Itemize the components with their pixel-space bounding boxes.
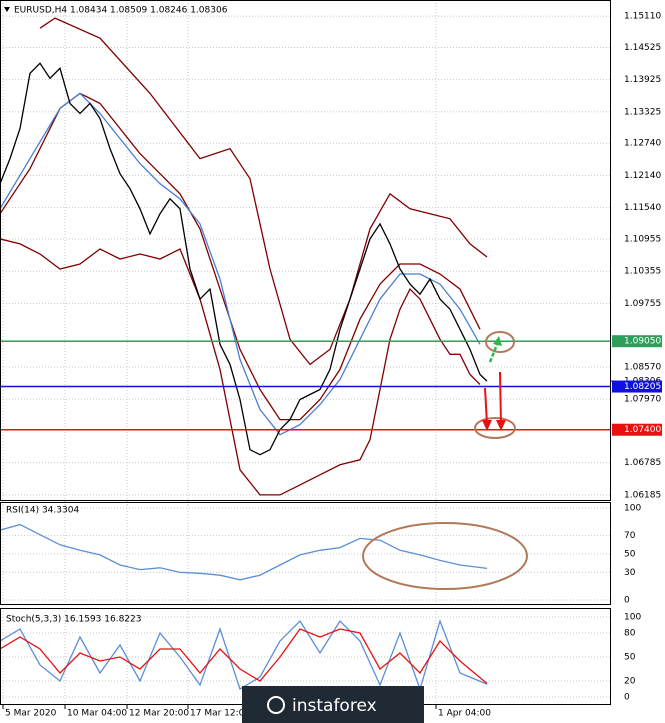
y-tick-label: 1.06785: [624, 458, 661, 468]
y-tick-label: 0: [624, 596, 630, 606]
y-tick-label: 1.11540: [624, 203, 661, 213]
y-tick-label: 0: [624, 693, 630, 703]
main-frame: [0, 0, 611, 501]
watermark-box: [242, 686, 424, 723]
level-label: 1.08205: [624, 382, 661, 392]
arrow-head: [496, 420, 506, 431]
y-tick-label: 1.13925: [624, 75, 661, 85]
y-tick-label: 1.15110: [624, 12, 661, 22]
level-label: 1.07400: [624, 425, 661, 435]
y-tick-label: 50: [624, 653, 636, 663]
x-tick-label: 12 Mar 20:00: [129, 709, 189, 719]
y-tick-label: 30: [624, 568, 636, 578]
watermark-logo: [267, 696, 285, 714]
series-line: [0, 523, 488, 581]
series-line: [0, 92, 481, 421]
y-tick-label: 1.12140: [624, 171, 661, 181]
watermark: instaforex: [242, 686, 424, 723]
rsi-frame: [0, 502, 611, 605]
x-tick-label: 17 Mar 12:00: [190, 709, 250, 719]
series-line: [0, 238, 481, 496]
y-tick-label: 1.13325: [624, 107, 661, 117]
series-line: [0, 62, 488, 456]
level-box: [612, 380, 662, 393]
y-tick-label: 1.06185: [624, 490, 661, 500]
series-line: [39, 17, 488, 366]
watermark-text: instaforex: [292, 696, 377, 716]
y-tick-label: 70: [624, 531, 636, 541]
y-tick-label: 50: [624, 550, 636, 560]
y-tick-label: 1.10355: [624, 267, 661, 277]
level-box: [612, 335, 662, 348]
annotations: [362, 331, 528, 590]
y-tick-label: 1.07970: [624, 395, 661, 405]
y-tick-label: 1.08570: [624, 362, 661, 372]
x-tick-label: 10 Mar 04:00: [67, 709, 127, 719]
axis-area: [611, 502, 665, 605]
level-label: 1.09050: [624, 337, 661, 347]
level-box: [612, 423, 662, 436]
y-tick-label: 20: [624, 677, 636, 687]
y-tick-label: 1.09755: [624, 299, 661, 309]
panel-title: EURUSD,H4 1.08434 1.08509 1.08246 1.0830…: [14, 6, 228, 16]
y-tick-label: 1.12740: [624, 139, 661, 149]
ellipse: [362, 522, 528, 590]
panel-title: Stoch(5,3,3) 16.1593 16.8223: [6, 615, 141, 625]
y-tick-label: 100: [624, 613, 641, 623]
arrow: [488, 341, 500, 363]
series-line: [0, 628, 488, 684]
x-tick-label: 1 Apr 04:00: [438, 709, 491, 719]
ellipse: [474, 417, 516, 439]
arrow-head: [493, 336, 502, 346]
y-tick-label: 1.14525: [624, 43, 661, 53]
arrow: [484, 387, 488, 425]
axis-area: [611, 608, 665, 705]
series-line: [0, 618, 488, 692]
x-tick-label: 5 Mar 2020: [5, 709, 57, 719]
y-tick-label: 80: [624, 629, 636, 639]
axis-area: [611, 0, 665, 501]
menu-icon: [4, 7, 10, 12]
arrow: [499, 371, 502, 425]
ellipse: [485, 331, 515, 353]
panel-title: RSI(14) 34.3304: [6, 506, 79, 516]
arrow-head: [482, 420, 492, 431]
y-tick-label: 1.10955: [624, 235, 661, 245]
y-tick-label: 100: [624, 504, 641, 514]
